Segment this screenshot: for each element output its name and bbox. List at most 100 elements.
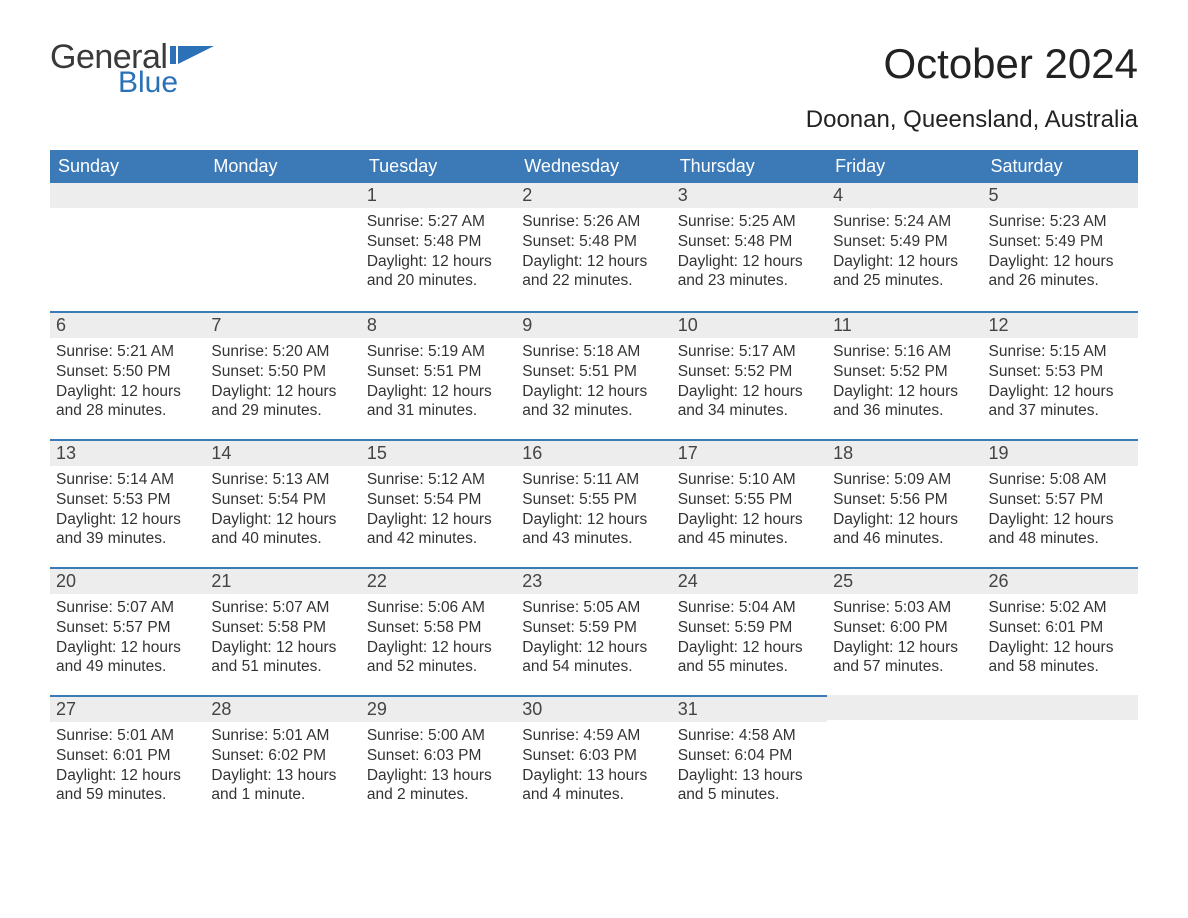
sunrise-line: Sunrise: 5:08 AM [989,470,1132,490]
weekday-header: Friday [827,150,982,183]
day-details: Sunrise: 5:25 AMSunset: 5:48 PMDaylight:… [672,208,827,299]
day-details: Sunrise: 5:18 AMSunset: 5:51 PMDaylight:… [516,338,671,429]
day-number: 1 [361,183,516,208]
sunset-line: Sunset: 5:49 PM [989,232,1132,252]
sunset-line: Sunset: 5:55 PM [522,490,665,510]
sunrise-line: Sunrise: 5:20 AM [211,342,354,362]
sunrise-line: Sunrise: 5:26 AM [522,212,665,232]
day-details: Sunrise: 4:59 AMSunset: 6:03 PMDaylight:… [516,722,671,813]
day-number: 11 [827,311,982,338]
day-number: 22 [361,567,516,594]
sunset-line: Sunset: 5:53 PM [56,490,199,510]
day-details: Sunrise: 5:19 AMSunset: 5:51 PMDaylight:… [361,338,516,429]
sunrise-line: Sunrise: 5:07 AM [211,598,354,618]
sunrise-line: Sunrise: 5:10 AM [678,470,821,490]
weekday-header: Sunday [50,150,205,183]
sunset-line: Sunset: 5:57 PM [989,490,1132,510]
calendar-cell: 12Sunrise: 5:15 AMSunset: 5:53 PMDayligh… [983,311,1138,439]
sunrise-line: Sunrise: 5:25 AM [678,212,821,232]
day-details: Sunrise: 5:12 AMSunset: 5:54 PMDaylight:… [361,466,516,557]
daylight-line: Daylight: 12 hours and 31 minutes. [367,382,510,422]
day-number: 28 [205,695,360,722]
daylight-line: Daylight: 12 hours and 32 minutes. [522,382,665,422]
daylight-line: Daylight: 12 hours and 23 minutes. [678,252,821,292]
weekday-header: Monday [205,150,360,183]
day-number: 24 [672,567,827,594]
sunrise-line: Sunrise: 5:13 AM [211,470,354,490]
day-number: 17 [672,439,827,466]
sunrise-line: Sunrise: 5:01 AM [56,726,199,746]
daylight-line: Daylight: 12 hours and 46 minutes. [833,510,976,550]
day-number: 14 [205,439,360,466]
daylight-line: Daylight: 12 hours and 26 minutes. [989,252,1132,292]
day-details: Sunrise: 5:09 AMSunset: 5:56 PMDaylight:… [827,466,982,557]
day-number: 16 [516,439,671,466]
sunrise-line: Sunrise: 5:04 AM [678,598,821,618]
calendar-cell: 14Sunrise: 5:13 AMSunset: 5:54 PMDayligh… [205,439,360,567]
sunrise-line: Sunrise: 5:02 AM [989,598,1132,618]
daylight-line: Daylight: 12 hours and 22 minutes. [522,252,665,292]
sunrise-line: Sunrise: 5:06 AM [367,598,510,618]
day-number [50,183,205,208]
daylight-line: Daylight: 13 hours and 2 minutes. [367,766,510,806]
calendar-table: SundayMondayTuesdayWednesdayThursdayFrid… [50,150,1138,823]
daylight-line: Daylight: 13 hours and 4 minutes. [522,766,665,806]
day-number: 12 [983,311,1138,338]
calendar-cell: 17Sunrise: 5:10 AMSunset: 5:55 PMDayligh… [672,439,827,567]
sunset-line: Sunset: 6:03 PM [367,746,510,766]
calendar-cell: 27Sunrise: 5:01 AMSunset: 6:01 PMDayligh… [50,695,205,823]
daylight-line: Daylight: 12 hours and 43 minutes. [522,510,665,550]
daylight-line: Daylight: 12 hours and 52 minutes. [367,638,510,678]
day-number: 7 [205,311,360,338]
sunset-line: Sunset: 5:58 PM [211,618,354,638]
calendar-cell: 25Sunrise: 5:03 AMSunset: 6:00 PMDayligh… [827,567,982,695]
calendar-cell: 9Sunrise: 5:18 AMSunset: 5:51 PMDaylight… [516,311,671,439]
calendar-cell: 10Sunrise: 5:17 AMSunset: 5:52 PMDayligh… [672,311,827,439]
daylight-line: Daylight: 12 hours and 51 minutes. [211,638,354,678]
calendar-cell: 18Sunrise: 5:09 AMSunset: 5:56 PMDayligh… [827,439,982,567]
daylight-line: Daylight: 12 hours and 58 minutes. [989,638,1132,678]
daylight-line: Daylight: 12 hours and 48 minutes. [989,510,1132,550]
day-details: Sunrise: 5:07 AMSunset: 5:58 PMDaylight:… [205,594,360,685]
day-number: 27 [50,695,205,722]
sunrise-line: Sunrise: 5:21 AM [56,342,199,362]
daylight-line: Daylight: 12 hours and 28 minutes. [56,382,199,422]
sunset-line: Sunset: 5:52 PM [833,362,976,382]
sunset-line: Sunset: 5:49 PM [833,232,976,252]
daylight-line: Daylight: 12 hours and 45 minutes. [678,510,821,550]
sunrise-line: Sunrise: 5:19 AM [367,342,510,362]
calendar-cell: 13Sunrise: 5:14 AMSunset: 5:53 PMDayligh… [50,439,205,567]
day-details: Sunrise: 5:07 AMSunset: 5:57 PMDaylight:… [50,594,205,685]
calendar-cell [827,695,982,823]
day-details: Sunrise: 5:01 AMSunset: 6:01 PMDaylight:… [50,722,205,813]
day-details: Sunrise: 5:06 AMSunset: 5:58 PMDaylight:… [361,594,516,685]
sunset-line: Sunset: 5:54 PM [211,490,354,510]
calendar-cell: 1Sunrise: 5:27 AMSunset: 5:48 PMDaylight… [361,183,516,311]
calendar-cell: 23Sunrise: 5:05 AMSunset: 5:59 PMDayligh… [516,567,671,695]
day-details: Sunrise: 5:20 AMSunset: 5:50 PMDaylight:… [205,338,360,429]
sunset-line: Sunset: 5:53 PM [989,362,1132,382]
day-number: 8 [361,311,516,338]
location: Doonan, Queensland, Australia [806,106,1138,134]
daylight-line: Daylight: 12 hours and 25 minutes. [833,252,976,292]
calendar-cell [983,695,1138,823]
day-number: 6 [50,311,205,338]
day-number: 30 [516,695,671,722]
day-details: Sunrise: 5:04 AMSunset: 5:59 PMDaylight:… [672,594,827,685]
daylight-line: Daylight: 12 hours and 29 minutes. [211,382,354,422]
calendar-cell: 16Sunrise: 5:11 AMSunset: 5:55 PMDayligh… [516,439,671,567]
sunset-line: Sunset: 6:04 PM [678,746,821,766]
logo: General Blue [50,40,214,98]
calendar-cell: 19Sunrise: 5:08 AMSunset: 5:57 PMDayligh… [983,439,1138,567]
day-number: 26 [983,567,1138,594]
daylight-line: Daylight: 12 hours and 36 minutes. [833,382,976,422]
weekday-header: Thursday [672,150,827,183]
day-number: 5 [983,183,1138,208]
sunset-line: Sunset: 5:48 PM [367,232,510,252]
day-details: Sunrise: 5:10 AMSunset: 5:55 PMDaylight:… [672,466,827,557]
sunrise-line: Sunrise: 5:24 AM [833,212,976,232]
daylight-line: Daylight: 12 hours and 20 minutes. [367,252,510,292]
calendar-week: 20Sunrise: 5:07 AMSunset: 5:57 PMDayligh… [50,567,1138,695]
sunset-line: Sunset: 5:59 PM [678,618,821,638]
day-number: 2 [516,183,671,208]
